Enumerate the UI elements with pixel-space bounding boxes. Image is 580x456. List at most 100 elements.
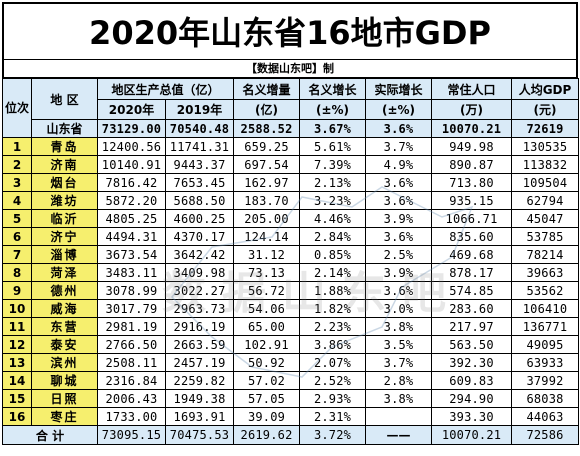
real-growth-cell: 3.5%	[365, 335, 433, 354]
per-capita-cell: 109504	[511, 173, 580, 192]
city-cell: 淄博	[31, 245, 98, 264]
rank-cell: 1	[2, 137, 32, 156]
total-population: 10070.21	[431, 425, 513, 445]
gdp-2020-cell: 7816.42	[97, 173, 166, 192]
city-cell: 济南	[31, 155, 98, 174]
per-capita-cell: 68038	[511, 389, 580, 408]
gdp-2019-cell: 4370.17	[164, 227, 235, 246]
gdp-2020-cell: 2508.11	[97, 353, 166, 372]
rank-cell: 7	[2, 245, 32, 264]
per-capita-cell: 39663	[511, 263, 580, 282]
real-growth-cell	[365, 407, 433, 426]
city-cell: 济宁	[31, 227, 98, 246]
city-cell: 临沂	[31, 209, 98, 228]
per-capita-cell: 106410	[511, 299, 580, 318]
gdp-2020-cell: 2316.84	[97, 371, 166, 390]
table-row: 8 菏泽 3483.11 3409.98 73.13 2.14% 3.9% 878.17 396…	[2, 263, 580, 282]
rank-cell: 10	[2, 299, 32, 318]
table-row: 2 济南 10140.91 9443.37 697.54 7.39% 4.9% 890.87 1…	[2, 155, 580, 174]
total-gdp-2019: 70475.53	[164, 425, 235, 445]
gdp-2020-cell: 3483.11	[97, 263, 166, 282]
region-header: 地 区	[31, 78, 98, 120]
gdp-2019-cell: 11741.31	[164, 137, 235, 156]
nominal-growth-cell: 2.23%	[299, 317, 367, 336]
gdp-table: 位次 地 区 地区生产总值（亿） 名义增量 名义增长 实际增长 常住人口 人均G…	[2, 78, 580, 445]
gdp-2020-cell: 2006.43	[97, 389, 166, 408]
city-cell: 德州	[31, 281, 98, 300]
gdp-2019-cell: 4600.25	[164, 209, 235, 228]
city-cell: 潍坊	[31, 191, 98, 210]
province-per-capita: 72619	[511, 119, 580, 138]
increase-cell: 54.06	[233, 299, 301, 318]
gdp-2019-cell: 3642.42	[164, 245, 235, 264]
increase-cell: 102.91	[233, 335, 301, 354]
population-cell: 878.17	[431, 263, 513, 282]
total-row: 合 计 73095.15 70475.53 2619.62 3.72% —— 1…	[2, 425, 580, 445]
gdp-2020-header: 2020年	[97, 99, 166, 120]
rank-cell: 15	[2, 389, 32, 408]
table-row: 3 烟台 7816.42 7653.45 162.97 2.13% 3.6% 713.80 10…	[2, 173, 580, 192]
real-growth-cell: 3.6%	[365, 281, 433, 300]
real-growth-cell: 2.8%	[365, 371, 433, 390]
increase-cell: 31.12	[233, 245, 301, 264]
gdp-2020-cell: 3673.54	[97, 245, 166, 264]
real-growth-cell: 3.7%	[365, 353, 433, 372]
gdp-2019-cell: 2916.19	[164, 317, 235, 336]
per-capita-cell: 62794	[511, 191, 580, 210]
per-capita-header: 人均GDP	[511, 78, 580, 100]
per-capita-cell: 45047	[511, 209, 580, 228]
gdp-2019-cell: 1693.91	[164, 407, 235, 426]
city-cell: 枣庄	[31, 407, 98, 426]
gdp-2019-cell: 2663.59	[164, 335, 235, 354]
nominal-increase-unit: (亿)	[233, 99, 301, 120]
table-row: 9 德州 3078.99 3022.27 56.72 1.88% 3.6% 574.85 535…	[2, 281, 580, 300]
rank-cell: 8	[2, 263, 32, 282]
real-growth-cell: 3.8%	[365, 317, 433, 336]
table-row: 4 潍坊 5872.20 5688.50 183.70 3.23% 3.6% 935.15 62…	[2, 191, 580, 210]
nominal-growth-unit: (±%)	[299, 99, 367, 120]
rank-cell: 12	[2, 335, 32, 354]
population-cell: 609.83	[431, 371, 513, 390]
real-growth-header: 实际增长	[365, 78, 433, 100]
increase-cell: 57.02	[233, 371, 301, 390]
real-growth-cell: 3.9%	[365, 263, 433, 282]
city-cell: 威海	[31, 299, 98, 318]
province-name: 山东省	[31, 119, 98, 138]
table-row: 10 威海 3017.79 2963.73 54.06 1.82% 3.0% 283.60 10…	[2, 299, 580, 318]
table-row: 1 青岛 12400.56 11741.31 659.25 5.61% 3.7% 949.98…	[2, 137, 580, 156]
city-cell: 烟台	[31, 173, 98, 192]
table-row: 13 滨州 2508.11 2457.19 50.92 2.07% 3.7% 392.30 63…	[2, 353, 580, 372]
city-cell: 聊城	[31, 371, 98, 390]
total-label: 合 计	[2, 425, 98, 445]
rank-cell: 6	[2, 227, 32, 246]
per-capita-cell: 37992	[511, 371, 580, 390]
population-cell: 283.60	[431, 299, 513, 318]
real-growth-cell: 3.9%	[365, 209, 433, 228]
province-row: 山东省 73129.00 70540.48 2588.52 3.67% 3.6%…	[3, 119, 580, 138]
increase-cell: 183.70	[233, 191, 301, 210]
rank-cell: 5	[2, 209, 32, 228]
population-unit: (万)	[431, 99, 513, 120]
real-growth-cell: 4.9%	[365, 155, 433, 174]
gdp-2020-cell: 4494.31	[97, 227, 166, 246]
rank-cell: 14	[2, 371, 32, 390]
gdp-2020-cell: 2981.19	[97, 317, 166, 336]
province-increase: 2588.52	[233, 119, 301, 138]
increase-cell: 73.13	[233, 263, 301, 282]
real-growth-cell: 3.6%	[365, 227, 433, 246]
gdp-2020-cell: 12400.56	[97, 137, 166, 156]
per-capita-cell: 44063	[511, 407, 580, 426]
population-cell: 574.85	[431, 281, 513, 300]
rank-cell: 16	[2, 407, 32, 426]
table-row: 12 泰安 2766.50 2663.59 102.91 3.86% 3.5% 563.50 4…	[2, 335, 580, 354]
increase-cell: 57.05	[233, 389, 301, 408]
gdp-2019-cell: 9443.37	[164, 155, 235, 174]
rank-cell: 9	[2, 281, 32, 300]
per-capita-unit: (元)	[511, 99, 580, 120]
city-cell: 青岛	[31, 137, 98, 156]
gdp-2020-cell: 3078.99	[97, 281, 166, 300]
table-row: 16 枣庄 1733.00 1693.91 39.09 2.31% 393.30 44063	[2, 407, 580, 426]
population-cell: 469.68	[431, 245, 513, 264]
real-growth-cell: 3.6%	[365, 191, 433, 210]
